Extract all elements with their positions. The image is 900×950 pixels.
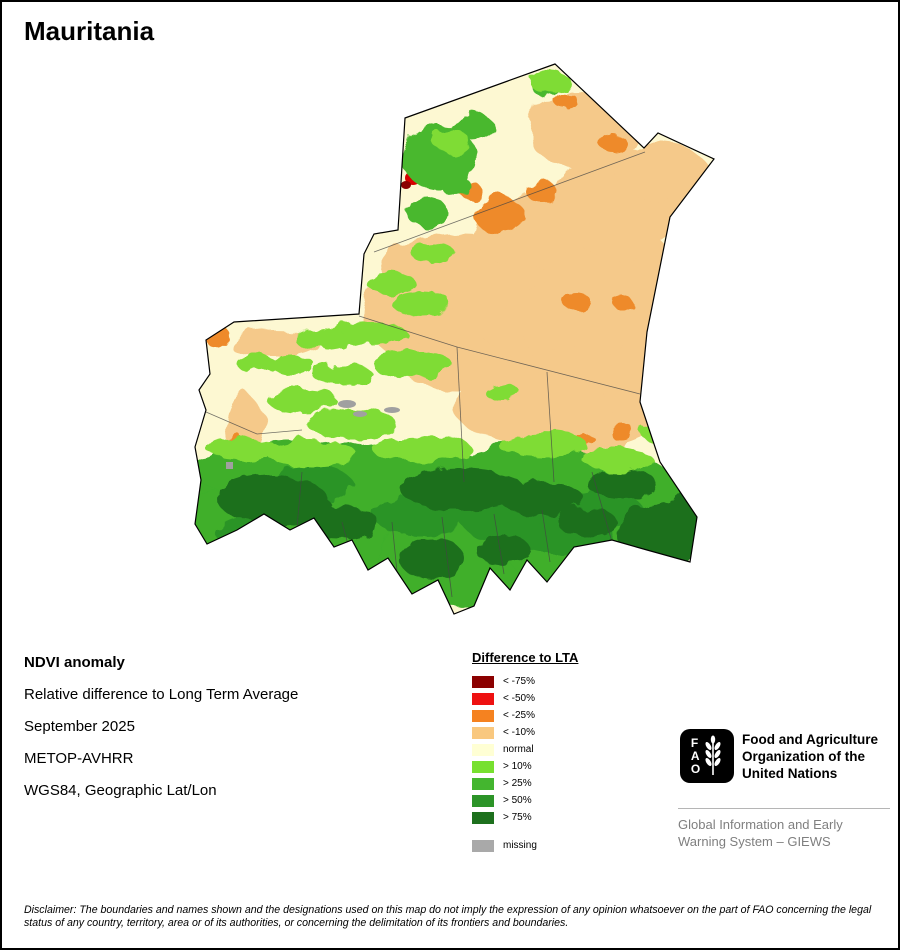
- legend-item: > 75%: [472, 809, 578, 826]
- ndvi-plus10-layer: [207, 70, 682, 471]
- info-line-date: September 2025: [24, 718, 135, 735]
- legend-swatch: [472, 794, 494, 807]
- legend: Difference to LTA < -75% < -50% < -25% <…: [472, 650, 578, 854]
- footer-divider: [678, 808, 890, 809]
- info-heading: NDVI anomaly: [24, 654, 125, 671]
- legend-title: Difference to LTA: [472, 650, 579, 665]
- legend-swatch: [472, 692, 494, 705]
- legend-swatch: [472, 760, 494, 773]
- ndvi-minus25-layer: [205, 94, 634, 449]
- legend-label: < -50%: [503, 693, 535, 704]
- admin-boundaries: [205, 151, 646, 598]
- disclaimer-text: Disclaimer: The boundaries and names sho…: [24, 904, 872, 929]
- legend-swatch: [472, 743, 494, 756]
- legend-swatch: [472, 777, 494, 790]
- giews-line: Warning System – GIEWS: [678, 834, 831, 849]
- legend-label: < -75%: [503, 676, 535, 687]
- fao-letter: A: [690, 748, 700, 763]
- fao-letter: F: [690, 735, 699, 750]
- legend-item: < -50%: [472, 690, 578, 707]
- fao-org-line: United Nations: [742, 766, 838, 781]
- legend-label: > 75%: [503, 812, 532, 823]
- legend-item-missing: missing: [472, 837, 578, 854]
- giews-line: Global Information and Early: [678, 817, 843, 832]
- legend-label: > 25%: [503, 778, 532, 789]
- legend-item: < -10%: [472, 724, 578, 741]
- legend-label: < -25%: [503, 710, 535, 721]
- legend-item: < -75%: [472, 673, 578, 690]
- info-line-projection: WGS84, Geographic Lat/Lon: [24, 782, 217, 799]
- wheat-icon: [705, 735, 721, 775]
- fao-org-line: Organization of the: [742, 749, 865, 764]
- legend-swatch: [472, 811, 494, 824]
- legend-swatch: [472, 839, 494, 852]
- map-info-block: NDVI anomaly Relative difference to Long…: [24, 654, 298, 814]
- ndvi-missing-layer: [226, 400, 400, 469]
- info-line-method: Relative difference to Long Term Average: [24, 686, 299, 703]
- legend-swatch: [472, 675, 494, 688]
- legend-label: normal: [503, 744, 534, 755]
- country-border: [194, 63, 715, 615]
- legend-label: > 10%: [503, 761, 532, 772]
- legend-item: normal: [472, 741, 578, 758]
- fao-logo: F A O: [680, 729, 734, 783]
- page-title: Mauritania: [24, 16, 155, 46]
- legend-item: < -25%: [472, 707, 578, 724]
- fao-org-line: Food and Agriculture: [742, 732, 878, 747]
- legend-item: > 25%: [472, 775, 578, 792]
- legend-item: > 10%: [472, 758, 578, 775]
- legend-label: < -10%: [503, 727, 535, 738]
- fao-logo-letters: F A O: [690, 735, 701, 776]
- giews-name: Global Information and Early Warning Sys…: [678, 816, 843, 850]
- legend-swatch: [472, 726, 494, 739]
- fao-letter: O: [690, 761, 701, 776]
- legend-item: > 50%: [472, 792, 578, 809]
- legend-label: > 50%: [503, 795, 532, 806]
- info-line-sensor: METOP-AVHRR: [24, 750, 134, 767]
- legend-label: missing: [503, 840, 537, 851]
- legend-swatch: [472, 709, 494, 722]
- fao-org-name: Food and Agriculture Organization of the…: [742, 731, 878, 782]
